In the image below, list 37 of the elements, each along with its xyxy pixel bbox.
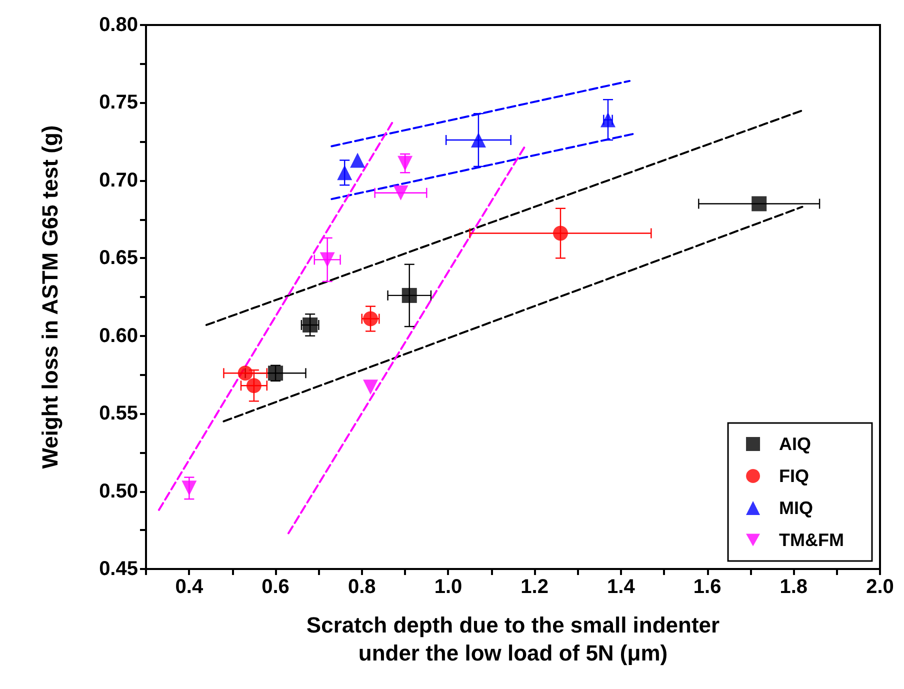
- point: [600, 112, 616, 128]
- y-tick-label: 0.45: [99, 558, 138, 580]
- legend-label: AIQ: [779, 434, 812, 454]
- point: [393, 185, 408, 200]
- legend-label: TM&FM: [779, 530, 844, 550]
- y-tick-label: 0.65: [99, 247, 138, 270]
- x-tick-label: 1.2: [520, 576, 548, 598]
- x-tick-label: 1.0: [434, 576, 462, 598]
- point: [246, 378, 262, 394]
- point: [398, 156, 413, 171]
- point: [363, 380, 378, 395]
- point: [320, 252, 335, 268]
- x-tick-label: 0.8: [348, 576, 376, 598]
- point: [402, 288, 417, 303]
- x-tick-label: 0.4: [175, 576, 204, 598]
- point: [752, 196, 767, 212]
- y-tick-label: 0.80: [99, 14, 138, 36]
- x-tick-label: 1.6: [693, 576, 722, 598]
- y-tick-label: 0.70: [99, 169, 138, 192]
- y-tick-label: 0.50: [99, 480, 138, 502]
- x-tick-label: 0.6: [262, 576, 290, 598]
- point: [470, 132, 486, 148]
- x-tick-label: 1.8: [780, 576, 808, 598]
- point: [350, 152, 366, 168]
- y-tick-label: 0.75: [99, 92, 138, 114]
- legend-label: MIQ: [779, 498, 814, 518]
- legend-label: FIQ: [779, 466, 810, 486]
- y-axis-title: Weight loss in ASTM G65 test (g): [38, 125, 62, 469]
- x-tick-label: 1.4: [607, 576, 636, 598]
- point: [182, 480, 197, 496]
- point: [337, 165, 352, 180]
- y-tick-label: 0.60: [99, 324, 138, 347]
- x-tick-label: 2.0: [866, 576, 894, 598]
- point: [553, 226, 568, 241]
- y-tick-label: 0.55: [99, 402, 138, 425]
- point: [238, 366, 253, 381]
- x-axis-title: Scratch depth due to the small indenter under the low load of 5N (μm): [306, 612, 720, 666]
